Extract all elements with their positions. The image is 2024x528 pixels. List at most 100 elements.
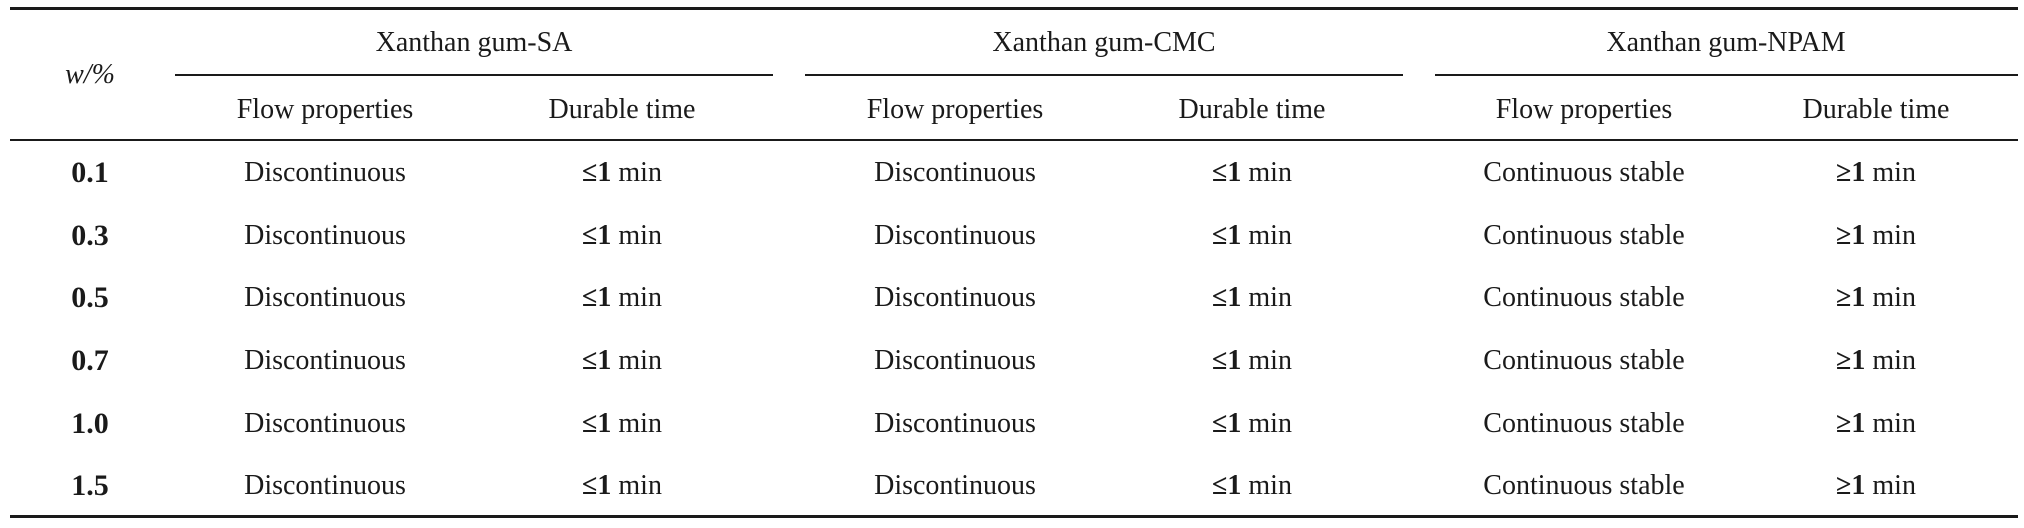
flow-property-cell: Discontinuous xyxy=(874,345,1036,376)
row-header-label: w/% xyxy=(65,59,115,90)
col-header-time-cmc: Durable time xyxy=(1178,94,1326,125)
time-value: 1 xyxy=(597,282,612,313)
time-unit: min xyxy=(1872,408,1916,439)
comparison-symbol: ≥ xyxy=(1836,157,1852,188)
col-header-time-npam: Durable time xyxy=(1802,94,1950,125)
comparison-symbol: ≤ xyxy=(582,220,598,251)
time-value: 1 xyxy=(597,220,612,251)
durable-time-cell: ≤1 min xyxy=(582,410,662,438)
time-value: 1 xyxy=(1227,282,1242,313)
flow-property-cell: Discontinuous xyxy=(244,220,406,251)
flow-property-cell: Discontinuous xyxy=(244,157,406,188)
flow-property-cell: Continuous stable xyxy=(1483,470,1685,501)
durable-time-cell: ≤1 min xyxy=(1212,222,1292,250)
durable-time-cell: ≤1 min xyxy=(582,159,662,187)
flow-property-cell: Continuous stable xyxy=(1483,157,1685,188)
comparison-symbol: ≥ xyxy=(1836,408,1852,439)
time-value: 1 xyxy=(1227,470,1242,501)
col-header-flow-sa: Flow properties xyxy=(236,94,414,125)
time-value: 1 xyxy=(597,470,612,501)
group-rule-sa xyxy=(175,74,773,76)
time-unit: min xyxy=(1248,282,1292,313)
header-rule xyxy=(10,139,2018,141)
flow-property-cell: Discontinuous xyxy=(244,470,406,501)
durable-time-cell: ≥1 min xyxy=(1836,410,1916,438)
time-value: 1 xyxy=(1227,157,1242,188)
flow-property-cell: Discontinuous xyxy=(874,408,1036,439)
time-unit: min xyxy=(618,345,662,376)
time-unit: min xyxy=(1872,220,1916,251)
time-value: 1 xyxy=(597,345,612,376)
time-value: 1 xyxy=(1851,282,1866,313)
group-rule-npam xyxy=(1435,74,2018,76)
group-rule-cmc xyxy=(805,74,1403,76)
comparison-symbol: ≤ xyxy=(1212,282,1228,313)
comparison-symbol: ≤ xyxy=(582,157,598,188)
flow-property-cell: Continuous stable xyxy=(1483,408,1685,439)
comparison-symbol: ≤ xyxy=(582,345,598,376)
flow-property-cell: Discontinuous xyxy=(244,408,406,439)
time-unit: min xyxy=(1248,220,1292,251)
comparison-symbol: ≤ xyxy=(1212,408,1228,439)
comparison-symbol: ≥ xyxy=(1836,345,1852,376)
row-w-value: 0.7 xyxy=(71,344,109,377)
comparison-symbol: ≤ xyxy=(582,408,598,439)
time-unit: min xyxy=(1872,157,1916,188)
row-w-value: 0.1 xyxy=(71,156,109,189)
durable-time-cell: ≥1 min xyxy=(1836,159,1916,187)
time-unit: min xyxy=(618,157,662,188)
durable-time-cell: ≤1 min xyxy=(582,222,662,250)
time-value: 1 xyxy=(1227,408,1242,439)
comparison-symbol: ≥ xyxy=(1836,282,1852,313)
flow-property-cell: Continuous stable xyxy=(1483,345,1685,376)
flow-property-cell: Discontinuous xyxy=(874,282,1036,313)
time-unit: min xyxy=(618,470,662,501)
time-unit: min xyxy=(1248,470,1292,501)
flow-property-cell: Continuous stable xyxy=(1483,220,1685,251)
flow-property-cell: Discontinuous xyxy=(874,220,1036,251)
durable-time-cell: ≥1 min xyxy=(1836,284,1916,312)
flow-property-cell: Discontinuous xyxy=(244,345,406,376)
time-unit: min xyxy=(1872,282,1916,313)
flow-property-cell: Continuous stable xyxy=(1483,282,1685,313)
time-unit: min xyxy=(618,282,662,313)
col-header-flow-npam: Flow properties xyxy=(1495,94,1673,125)
comparison-symbol: ≤ xyxy=(582,282,598,313)
time-unit: min xyxy=(618,220,662,251)
time-unit: min xyxy=(1248,157,1292,188)
durable-time-cell: ≥1 min xyxy=(1836,347,1916,375)
comparison-symbol: ≥ xyxy=(1836,220,1852,251)
time-value: 1 xyxy=(597,408,612,439)
time-value: 1 xyxy=(1851,220,1866,251)
time-value: 1 xyxy=(1851,470,1866,501)
comparison-symbol: ≤ xyxy=(582,470,598,501)
durable-time-cell: ≤1 min xyxy=(1212,284,1292,312)
durable-time-cell: ≥1 min xyxy=(1836,222,1916,250)
row-w-value: 1.0 xyxy=(71,407,109,440)
durable-time-cell: ≤1 min xyxy=(1212,159,1292,187)
durable-time-cell: ≥1 min xyxy=(1836,472,1916,500)
time-unit: min xyxy=(1872,345,1916,376)
comparison-symbol: ≤ xyxy=(1212,157,1228,188)
flow-property-cell: Discontinuous xyxy=(874,157,1036,188)
time-unit: min xyxy=(1248,408,1292,439)
time-value: 1 xyxy=(1851,408,1866,439)
row-w-value: 1.5 xyxy=(71,469,109,502)
durable-time-cell: ≤1 min xyxy=(582,472,662,500)
durable-time-cell: ≤1 min xyxy=(582,347,662,375)
durable-time-cell: ≤1 min xyxy=(582,284,662,312)
time-value: 1 xyxy=(1851,345,1866,376)
row-w-value: 0.5 xyxy=(71,281,109,314)
table-top-rule xyxy=(10,7,2018,10)
time-value: 1 xyxy=(1227,345,1242,376)
comparison-symbol: ≤ xyxy=(1212,470,1228,501)
group-header-cmc: Xanthan gum-CMC xyxy=(992,27,1216,58)
time-unit: min xyxy=(1872,470,1916,501)
comparison-symbol: ≤ xyxy=(1212,345,1228,376)
durable-time-cell: ≤1 min xyxy=(1212,472,1292,500)
flow-property-cell: Discontinuous xyxy=(244,282,406,313)
col-header-time-sa: Durable time xyxy=(548,94,696,125)
durable-time-cell: ≤1 min xyxy=(1212,347,1292,375)
time-unit: min xyxy=(618,408,662,439)
durable-time-cell: ≤1 min xyxy=(1212,410,1292,438)
